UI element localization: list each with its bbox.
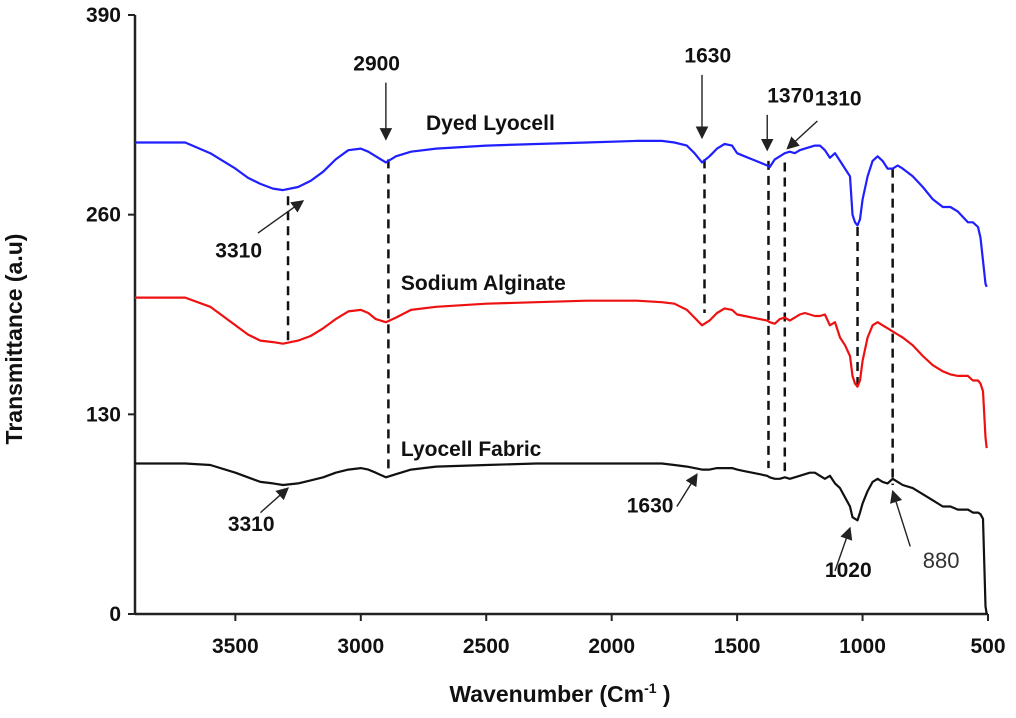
x-tick-label: 500: [970, 635, 1005, 658]
series-label: Lyocell Fabric: [401, 438, 542, 461]
y-tick-label: 0: [109, 603, 121, 626]
x-tick-label: 2000: [588, 635, 635, 658]
peak-label: 1630: [684, 45, 731, 68]
series-labels: Dyed Lyocell Sodium Alginate Lyocell Fabri…: [401, 112, 566, 461]
peak-label: 1630: [627, 495, 674, 518]
peak-label: 3310: [228, 513, 275, 536]
x-axis-title: Wavenumber (Cm-1 ): [449, 680, 670, 707]
x-tick-label: 2500: [463, 635, 510, 658]
peak-arrow: [890, 489, 911, 547]
x-axis-title-sup: -1: [644, 680, 657, 696]
peak-arrow: [676, 473, 698, 507]
peak-label: 3310: [215, 240, 262, 263]
y-tick-label: 390: [86, 4, 121, 27]
x-ticks: 3500 3000 2500 2000 1500 1000 500: [212, 614, 1006, 658]
x-tick-label: 1500: [714, 635, 761, 658]
peak-label: 2900: [353, 52, 400, 75]
peak-arrow: [786, 120, 818, 150]
x-axis-title-tail: ): [657, 681, 671, 707]
dashed-guides: [286, 159, 894, 485]
y-ticks: 0 130 260 390: [86, 4, 135, 626]
peak-label: 1020: [825, 559, 872, 582]
x-tick-label: 3500: [212, 635, 259, 658]
peak-label: 1370: [767, 85, 814, 108]
series-label: Sodium Alginate: [401, 272, 566, 295]
series-line-sodium-alginate: [135, 296, 988, 449]
peak-label: 880: [923, 548, 960, 573]
series-label: Dyed Lyocell: [426, 112, 555, 135]
peak-arrow: [259, 487, 289, 514]
peak-label: 1310: [815, 88, 862, 111]
peak-arrow: [257, 200, 305, 234]
series-line-lyocell-fabric: [135, 462, 988, 615]
spectra-series: [135, 139, 988, 615]
peak-annotations: 2900 1630 1370 1310 3310 3310 1630 1020 880: [215, 45, 959, 583]
y-axis-title: Transmittance (a.u): [1, 234, 27, 445]
x-tick-label: 1000: [839, 635, 886, 658]
axes: [133, 15, 988, 616]
series-line-dyed-lyocell: [135, 139, 988, 288]
y-tick-label: 130: [86, 403, 121, 426]
peak-arrow: [834, 526, 853, 572]
y-tick-label: 260: [86, 204, 121, 227]
x-axis-title-main: Wavenumber (Cm: [449, 681, 644, 707]
x-tick-label: 3000: [337, 635, 384, 658]
